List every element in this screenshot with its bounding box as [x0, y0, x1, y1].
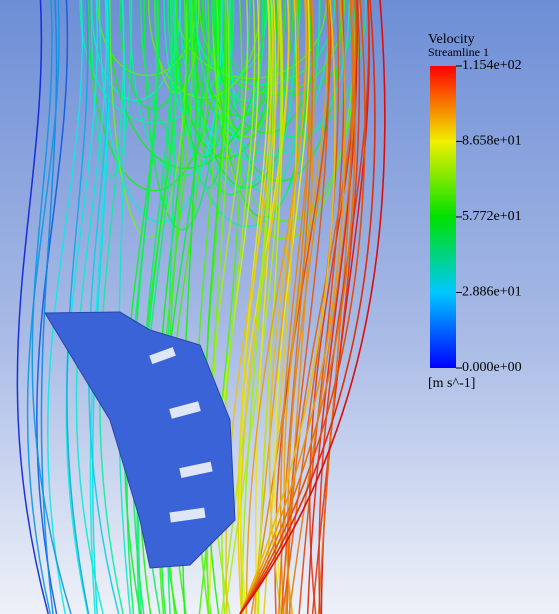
legend-subtitle: Streamline 1	[428, 45, 489, 59]
tick-label: 2.886e+01	[462, 285, 522, 300]
tick-label: 0.000e+00	[462, 360, 522, 375]
legend-unit: [m s^-1]	[428, 376, 475, 391]
color-bar	[430, 66, 456, 368]
cfd-view: Velocity Streamline 1 [m s^-1] 1.154e+02…	[0, 0, 559, 614]
tick-label: 8.658e+01	[462, 134, 522, 149]
tick-label: 1.154e+02	[462, 58, 522, 73]
tick-label: 5.772e+01	[462, 209, 522, 224]
